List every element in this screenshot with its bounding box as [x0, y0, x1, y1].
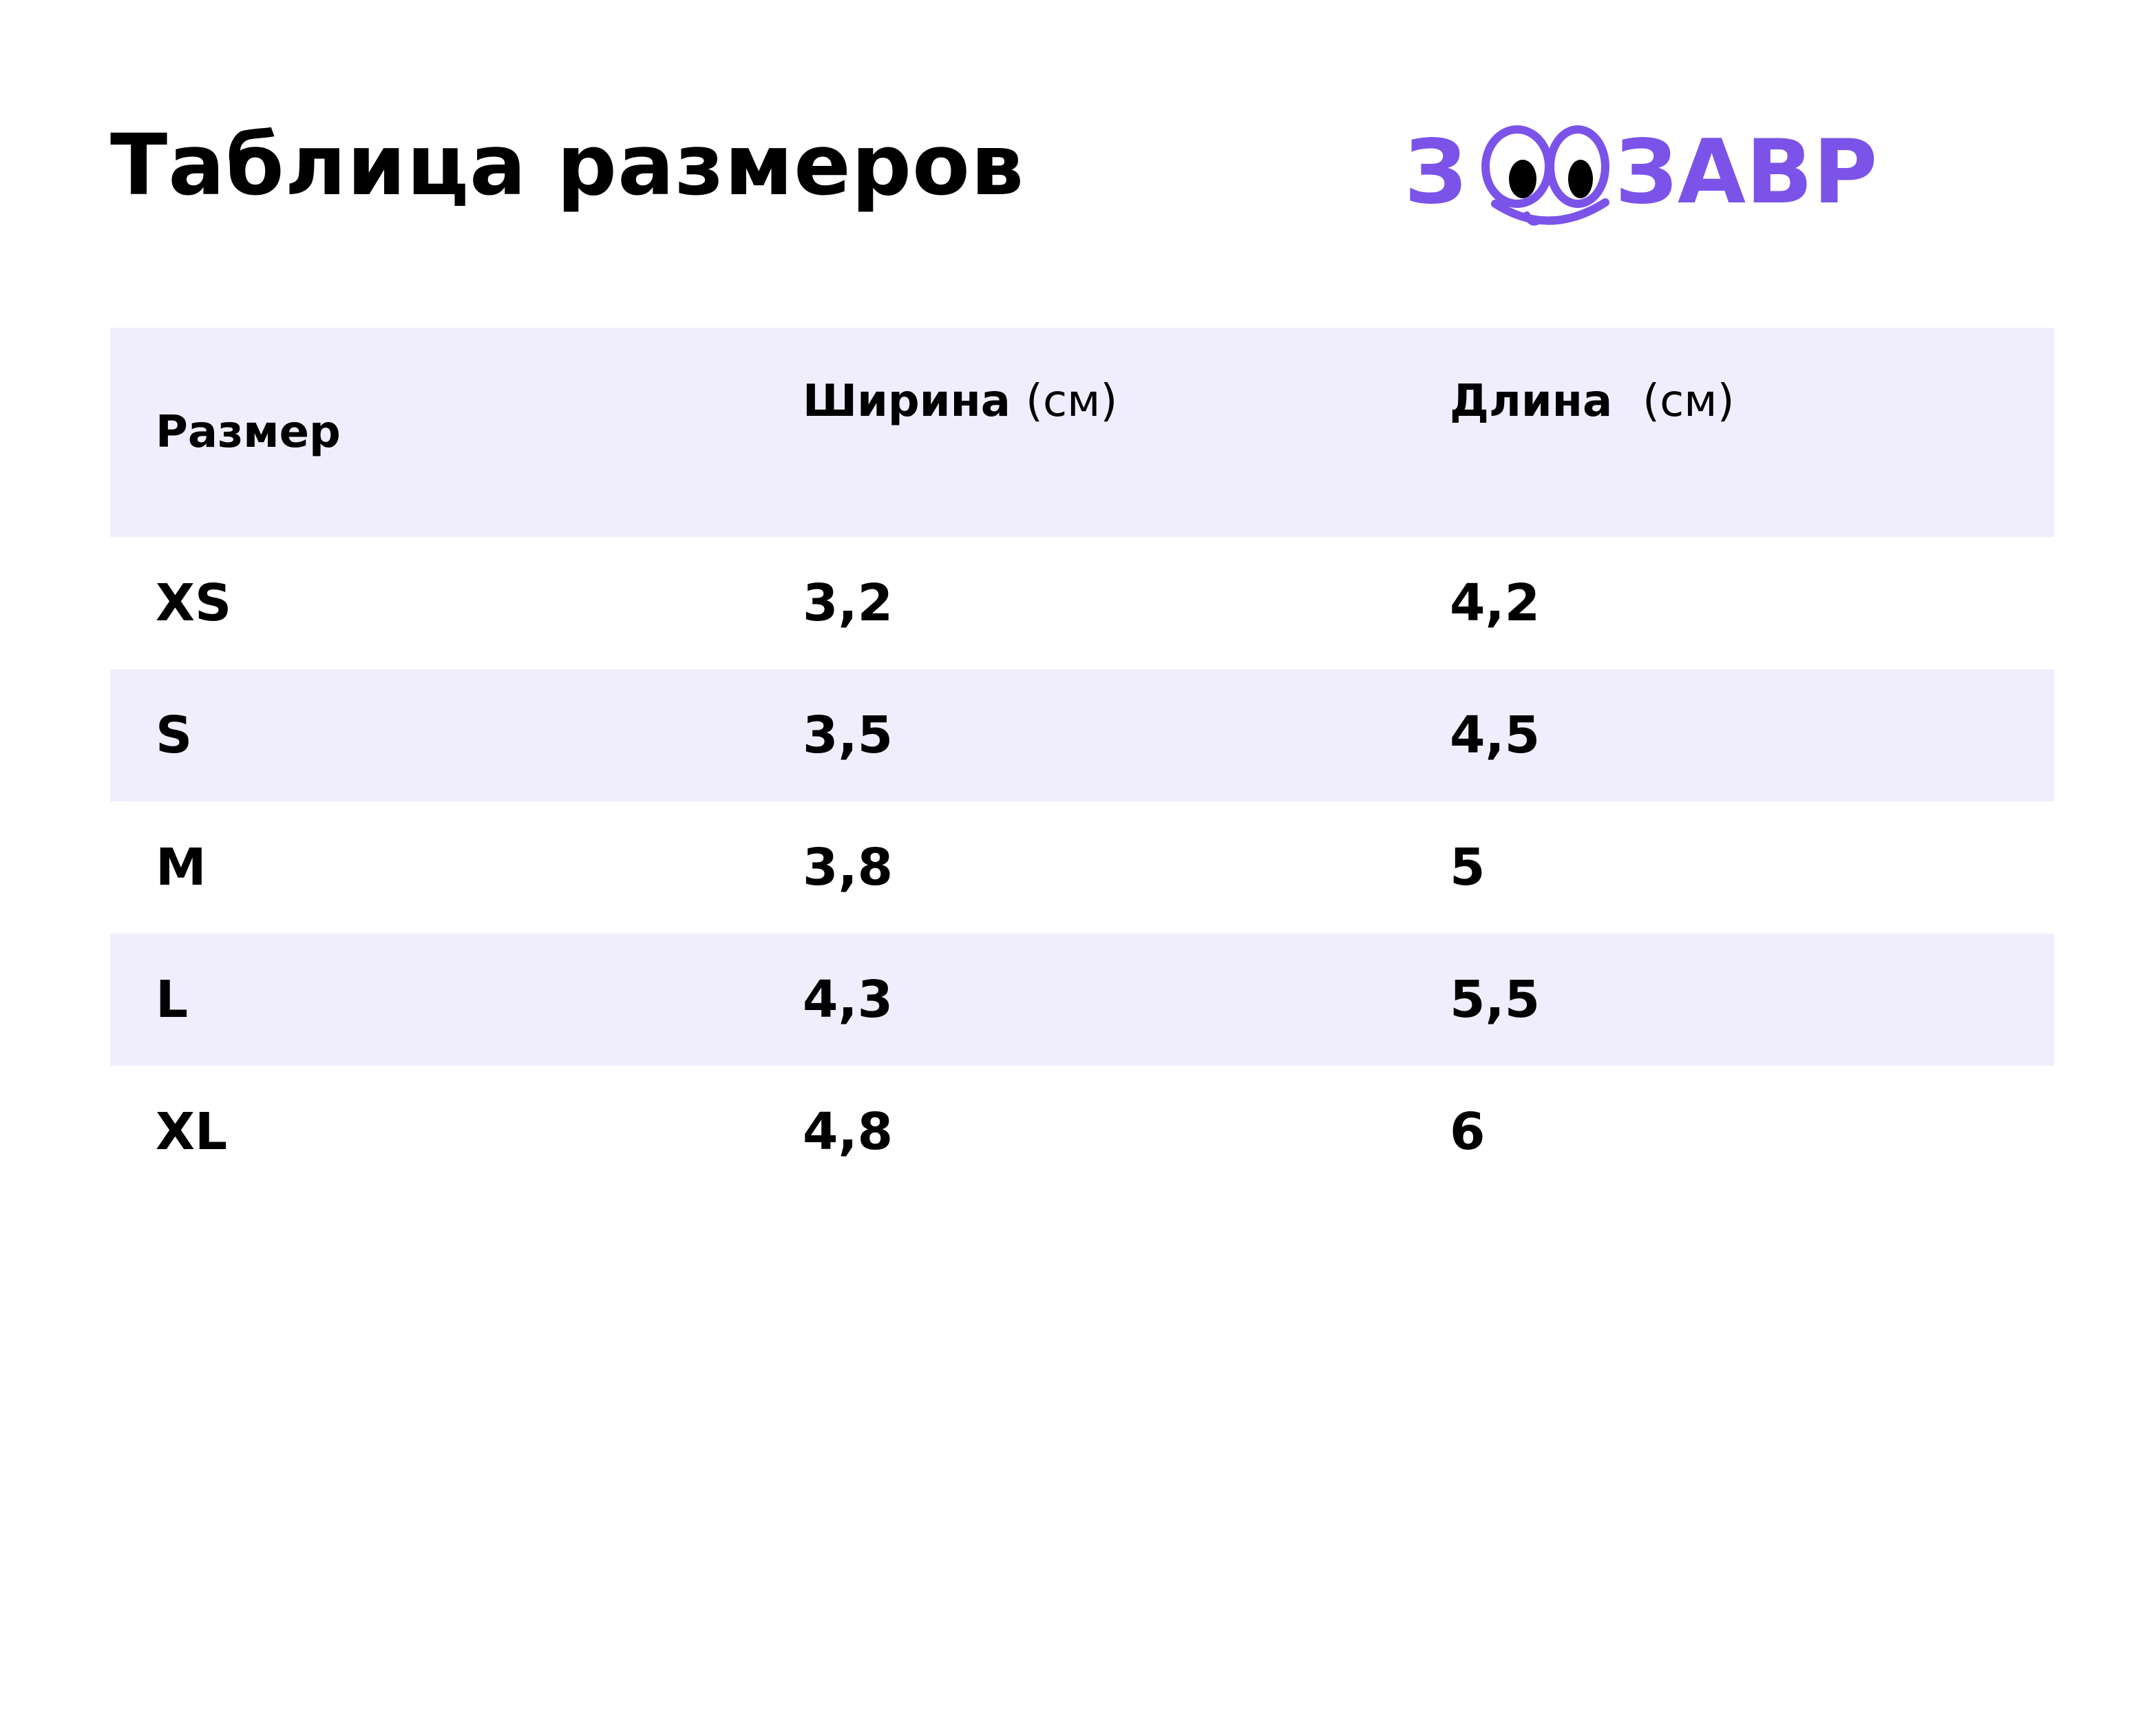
header-length-unit: (см): [1642, 376, 1735, 427]
size-table: Размер Ширина (см) Длина (см) XS 3,2 4,2…: [110, 328, 2054, 1198]
cell-width: 3,5: [803, 706, 894, 765]
header-width-unit: (см): [1025, 376, 1118, 427]
cell-size: S: [156, 706, 193, 765]
table-row: XS 3,2 4,2: [110, 537, 2054, 669]
table-row: L 4,3 5,5: [110, 934, 2054, 1066]
cell-width: 3,8: [803, 838, 894, 897]
cell-length: 5: [1450, 838, 1486, 897]
cell-width: 3,2: [803, 574, 894, 633]
header-length: Длина (см): [1450, 376, 1735, 427]
cell-length: 4,2: [1450, 574, 1541, 633]
brand-logo: ЗООЗАВР З ЗАВР: [1404, 121, 1941, 231]
header-length-label: Длина: [1450, 376, 1613, 427]
header-width-label: Ширина: [803, 376, 1011, 427]
table-row: XL 4,8 6: [110, 1066, 2054, 1198]
cell-width: 4,8: [803, 1102, 894, 1161]
header-width: Ширина (см): [803, 376, 1117, 427]
logo-letters-right: ЗАВР: [1615, 121, 1878, 224]
table-header-row: Размер Ширина (см) Длина (см): [110, 328, 2054, 537]
page-title: Таблица размеров: [110, 116, 1025, 214]
cell-size: XL: [156, 1102, 228, 1161]
cell-width: 4,3: [803, 970, 894, 1029]
table-row: M 3,8 5: [110, 801, 2054, 934]
logo-eyes-icon: [1481, 125, 1609, 226]
cell-length: 6: [1450, 1102, 1486, 1161]
logo-letter-left: З: [1404, 121, 1467, 224]
cell-size: M: [156, 838, 207, 897]
header-size: Размер: [156, 407, 341, 458]
cell-size: XS: [156, 574, 232, 633]
table-row: S 3,5 4,5: [110, 669, 2054, 801]
cell-size: L: [156, 970, 189, 1029]
cell-length: 4,5: [1450, 706, 1541, 765]
cell-length: 5,5: [1450, 970, 1541, 1029]
